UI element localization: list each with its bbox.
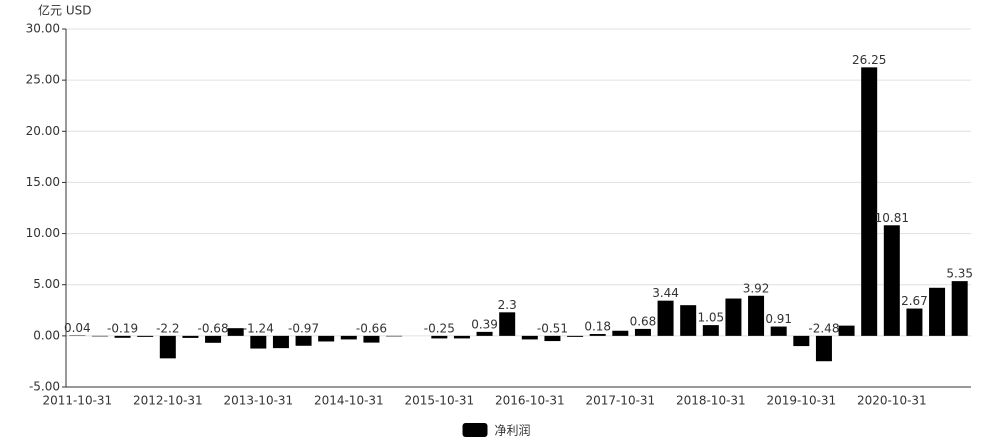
bar <box>91 335 108 337</box>
y-tick-label: 15.00 <box>26 175 60 189</box>
value-label: 0.18 <box>584 320 611 334</box>
bar <box>521 335 538 340</box>
value-label: 26.25 <box>852 53 886 67</box>
value-label: 0.91 <box>765 312 792 326</box>
x-tick-label: 2012-10-31 <box>133 394 203 408</box>
bar <box>770 326 787 336</box>
x-tick-label: 2020-10-31 <box>857 394 927 408</box>
bar <box>544 335 561 342</box>
value-label: 1.05 <box>697 311 724 325</box>
value-label: -0.97 <box>288 321 319 335</box>
bar <box>567 335 584 337</box>
x-tick-label: 2017-10-31 <box>585 394 655 408</box>
x-tick-label: 2011-10-31 <box>42 394 112 408</box>
x-tick-label: 2016-10-31 <box>495 394 565 408</box>
bar <box>431 335 448 339</box>
value-label: -0.66 <box>356 321 387 335</box>
value-label: 10.81 <box>875 211 909 225</box>
x-tick-label: 2015-10-31 <box>404 394 474 408</box>
value-label: 2.67 <box>901 294 928 308</box>
y-tick-label: -5.00 <box>29 380 60 394</box>
value-label: 0.04 <box>64 321 91 335</box>
legend-label: 净利润 <box>495 424 531 438</box>
bar <box>205 335 222 343</box>
bar <box>861 67 878 336</box>
bar <box>453 335 470 339</box>
value-label: 2.3 <box>498 298 517 312</box>
value-label: -2.48 <box>808 321 839 335</box>
value-label: -0.68 <box>198 321 229 335</box>
value-label: -1.24 <box>243 321 274 335</box>
bar <box>340 335 357 340</box>
bar <box>951 281 968 336</box>
bar <box>589 334 606 336</box>
bar <box>363 335 380 343</box>
bar <box>906 308 923 336</box>
bar <box>250 335 267 349</box>
value-label: 5.35 <box>946 267 973 281</box>
value-label: 0.39 <box>471 317 498 331</box>
bar <box>272 335 289 349</box>
value-label: 3.44 <box>652 286 679 300</box>
bar <box>815 335 832 362</box>
bar <box>793 335 810 347</box>
value-label: -0.25 <box>424 321 455 335</box>
bar <box>657 300 674 336</box>
bar <box>227 328 244 336</box>
bar <box>612 330 629 336</box>
bar <box>748 295 765 336</box>
bar <box>182 335 199 338</box>
y-axis-title: 亿元 USD <box>38 3 91 18</box>
y-tick-label: 20.00 <box>26 124 60 138</box>
bar <box>476 331 493 336</box>
bar <box>499 312 516 336</box>
bar <box>386 335 403 337</box>
bar <box>680 305 697 336</box>
bar <box>702 325 719 336</box>
x-tick-label: 2014-10-31 <box>314 394 384 408</box>
bar <box>883 225 900 336</box>
bar <box>159 335 176 359</box>
x-tick-label: 2019-10-31 <box>766 394 836 408</box>
bar <box>838 325 855 336</box>
value-label: -0.19 <box>107 321 138 335</box>
value-label: -0.51 <box>537 321 568 335</box>
bar <box>634 328 651 336</box>
bar <box>725 298 742 336</box>
bar <box>114 335 131 338</box>
bar <box>318 335 335 342</box>
legend-swatch <box>462 423 488 437</box>
value-label: 3.92 <box>743 281 770 295</box>
y-tick-label: 10.00 <box>26 226 60 240</box>
bar <box>929 287 946 336</box>
bar <box>295 335 312 346</box>
value-label: 0.68 <box>630 314 657 328</box>
x-tick-label: 2013-10-31 <box>223 394 293 408</box>
y-tick-label: 0.00 <box>33 328 60 342</box>
y-tick-label: 25.00 <box>26 73 60 87</box>
y-tick-label: 30.00 <box>26 22 60 36</box>
value-label: -2.2 <box>156 321 179 335</box>
y-tick-label: 5.00 <box>33 277 60 291</box>
x-tick-label: 2018-10-31 <box>676 394 746 408</box>
bar <box>137 335 154 337</box>
